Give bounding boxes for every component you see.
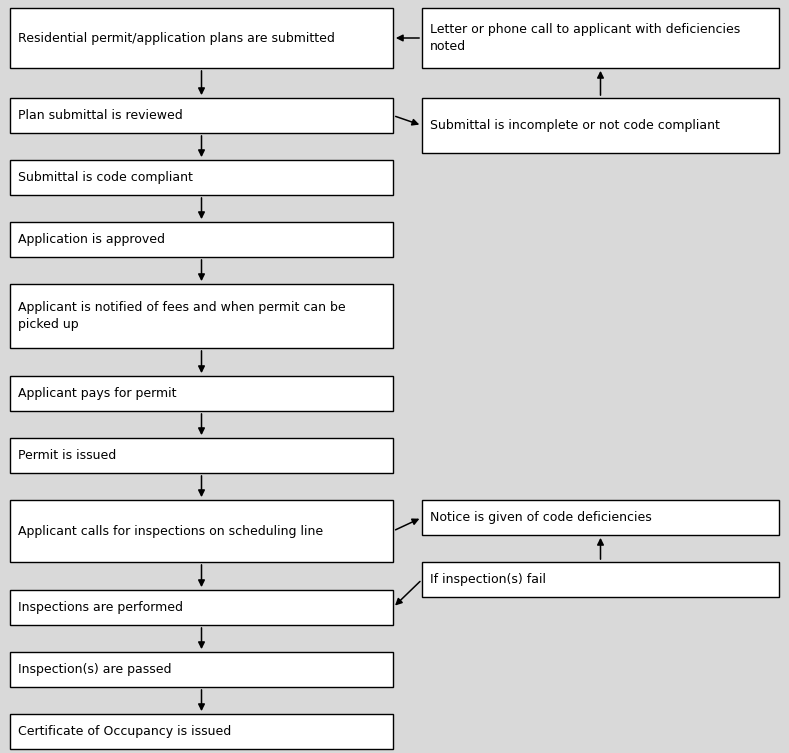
Text: If inspection(s) fail: If inspection(s) fail	[430, 573, 546, 586]
Text: Letter or phone call to applicant with deficiencies
noted: Letter or phone call to applicant with d…	[430, 23, 740, 53]
Text: Submittal is code compliant: Submittal is code compliant	[18, 171, 193, 184]
Text: Inspections are performed: Inspections are performed	[18, 601, 183, 614]
Bar	[10, 222, 393, 257]
Text: Inspection(s) are passed: Inspection(s) are passed	[18, 663, 171, 676]
Bar	[10, 98, 393, 133]
Bar	[10, 590, 393, 625]
Bar	[10, 284, 393, 348]
Text: Residential permit/application plans are submitted: Residential permit/application plans are…	[18, 32, 335, 44]
Text: Notice is given of code deficiencies: Notice is given of code deficiencies	[430, 511, 652, 524]
Text: Applicant calls for inspections on scheduling line: Applicant calls for inspections on sched…	[18, 525, 323, 538]
Bar	[10, 160, 393, 195]
Bar	[10, 652, 393, 687]
Bar	[422, 500, 779, 535]
Text: Applicant is notified of fees and when permit can be
picked up: Applicant is notified of fees and when p…	[18, 301, 346, 331]
Text: Application is approved: Application is approved	[18, 233, 165, 246]
Text: Submittal is incomplete or not code compliant: Submittal is incomplete or not code comp…	[430, 119, 720, 132]
Bar	[10, 500, 393, 562]
Bar	[10, 8, 393, 68]
Text: Permit is issued: Permit is issued	[18, 449, 116, 462]
Bar	[10, 376, 393, 411]
Text: Certificate of Occupancy is issued: Certificate of Occupancy is issued	[18, 725, 231, 738]
Bar	[10, 714, 393, 749]
Text: Plan submittal is reviewed: Plan submittal is reviewed	[18, 109, 183, 122]
Bar	[10, 438, 393, 473]
Bar	[422, 562, 779, 597]
Text: Applicant pays for permit: Applicant pays for permit	[18, 387, 177, 400]
Bar	[422, 8, 779, 68]
Bar	[422, 98, 779, 153]
